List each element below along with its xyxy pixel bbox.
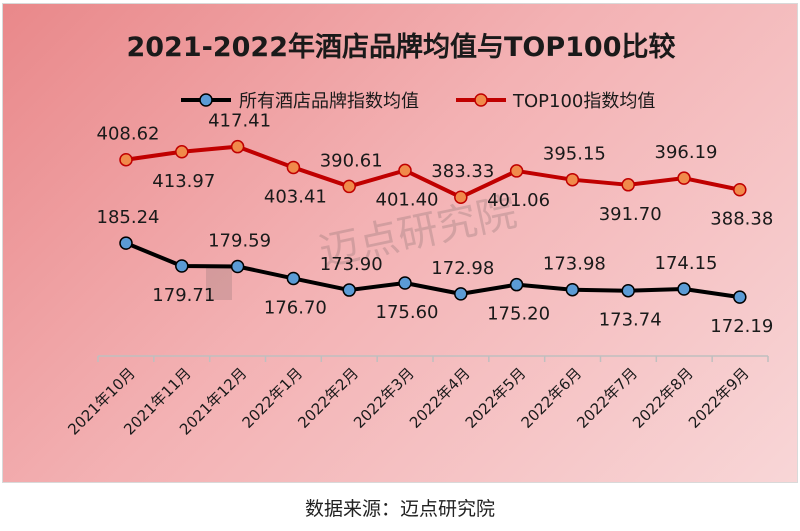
data-point bbox=[565, 282, 580, 297]
data-point bbox=[230, 259, 245, 274]
data-label: 401.06 bbox=[487, 190, 550, 211]
data-label: 174.15 bbox=[655, 253, 718, 274]
legend-label-all: 所有酒店品牌指数均值 bbox=[239, 91, 419, 112]
data-label: 185.24 bbox=[97, 207, 160, 228]
data-point bbox=[565, 172, 580, 187]
source-note: 数据来源：迈点研究院 bbox=[304, 498, 495, 520]
data-point bbox=[677, 282, 691, 296]
series-top100: 408.62 413.97 417.41 403.41 390.61 401.40 383.… bbox=[97, 111, 774, 230]
data-point bbox=[342, 179, 356, 194]
data-label: 173.90 bbox=[320, 254, 383, 275]
data-point bbox=[454, 190, 468, 204]
series-all-brands: 185.24 179.71 179.59 176.70 173.90 175.60 172.… bbox=[97, 207, 774, 337]
data-label: 390.61 bbox=[320, 150, 383, 171]
data-label: 173.98 bbox=[543, 254, 606, 275]
data-label: 175.20 bbox=[487, 304, 550, 325]
data-point bbox=[677, 171, 691, 185]
series-line bbox=[125, 144, 741, 200]
series-line bbox=[125, 241, 741, 300]
data-point bbox=[621, 178, 635, 192]
data-point bbox=[398, 163, 412, 178]
data-point bbox=[119, 152, 133, 167]
data-point bbox=[733, 290, 747, 304]
data-label: 417.41 bbox=[208, 111, 271, 132]
data-point bbox=[733, 182, 747, 197]
data-point bbox=[342, 283, 356, 297]
legend-item-all: 所有酒店品牌指数均值 bbox=[181, 91, 419, 112]
data-label: 176.70 bbox=[264, 297, 327, 318]
x-tick-labels: 2021年10月2021年11月2021年12月2022年1月2022年2月20… bbox=[64, 364, 752, 438]
data-label: 179.59 bbox=[208, 230, 271, 251]
legend-item-top100: TOP100指数均值 bbox=[456, 91, 655, 112]
data-label: 403.41 bbox=[264, 186, 327, 207]
legend: 所有酒店品牌指数均值 TOP100指数均值 bbox=[181, 91, 655, 112]
data-label: 413.97 bbox=[152, 171, 215, 192]
data-label: 175.60 bbox=[376, 302, 439, 323]
data-label: 395.15 bbox=[543, 144, 606, 165]
data-point bbox=[230, 139, 245, 154]
chart-panel: 迈点研究院 2021-2022年酒店品牌均值与TOP100比较 所有酒店品牌指数… bbox=[2, 3, 798, 483]
data-label: 408.62 bbox=[97, 124, 160, 145]
data-label: 172.98 bbox=[431, 258, 494, 279]
data-point bbox=[621, 283, 635, 298]
data-point bbox=[119, 236, 133, 250]
data-label: 383.33 bbox=[431, 161, 494, 182]
data-point bbox=[509, 277, 524, 292]
x-ticks bbox=[97, 356, 769, 362]
data-point bbox=[286, 271, 301, 286]
series-layer: 185.24 179.71 179.59 176.70 173.90 175.60 172.… bbox=[97, 111, 774, 337]
data-point bbox=[175, 145, 189, 159]
data-label: 388.38 bbox=[710, 209, 773, 230]
data-point bbox=[454, 287, 468, 301]
legend-marker-all bbox=[199, 93, 213, 107]
data-point bbox=[286, 160, 301, 175]
data-label: 401.40 bbox=[376, 189, 439, 210]
legend-label-top100: TOP100指数均值 bbox=[512, 91, 655, 112]
x-tick-label: 2022年9月 bbox=[685, 364, 753, 432]
chart-title: 2021-2022年酒店品牌均值与TOP100比较 bbox=[126, 31, 675, 63]
watermark-logo bbox=[206, 266, 232, 300]
data-point bbox=[398, 276, 412, 290]
legend-marker-top100 bbox=[474, 93, 488, 107]
data-point bbox=[175, 259, 189, 273]
data-label: 173.74 bbox=[599, 310, 662, 331]
data-label: 396.19 bbox=[655, 142, 718, 163]
data-point bbox=[509, 164, 524, 178]
data-label: 172.19 bbox=[710, 316, 773, 337]
data-label: 391.70 bbox=[599, 204, 662, 225]
line-chart: 迈点研究院 2021-2022年酒店品牌均值与TOP100比较 所有酒店品牌指数… bbox=[64, 31, 774, 439]
data-label: 179.71 bbox=[152, 285, 215, 306]
